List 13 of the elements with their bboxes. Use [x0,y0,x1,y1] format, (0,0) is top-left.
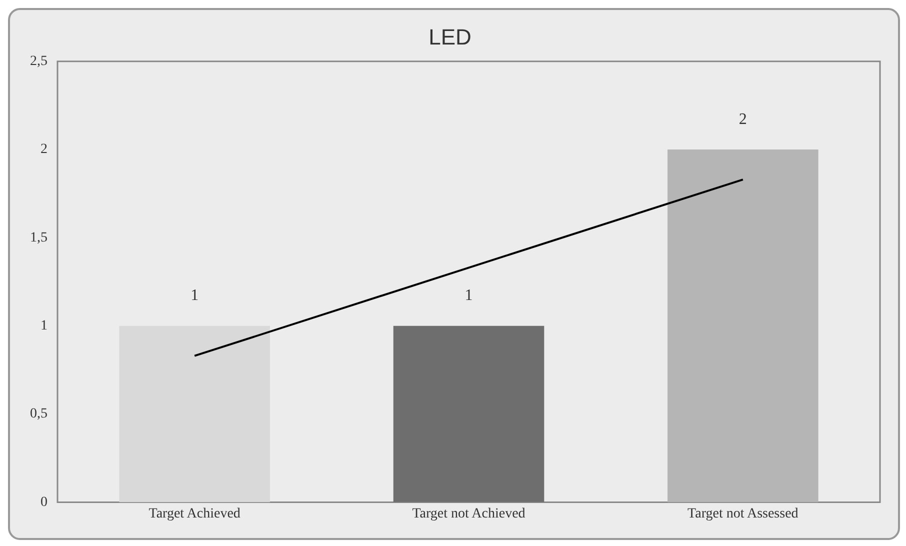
y-tick-label: 0,5 [30,406,48,422]
data-label: 1 [190,287,199,304]
data-label: 2 [738,110,747,128]
y-tick-label: 1,5 [30,230,48,246]
chart-title: LED [428,24,472,50]
data-label: 1 [464,287,473,304]
y-tick-label: 2 [40,142,48,158]
y-tick-label: 1 [40,318,48,334]
y-tick-label: 0 [40,494,48,510]
x-tick-label: Target not Assessed [688,506,798,522]
y-tick-label: 2,5 [30,54,48,70]
x-tick-label: Target not Achieved [412,506,526,522]
x-tick-label: Target Achieved [148,506,240,522]
